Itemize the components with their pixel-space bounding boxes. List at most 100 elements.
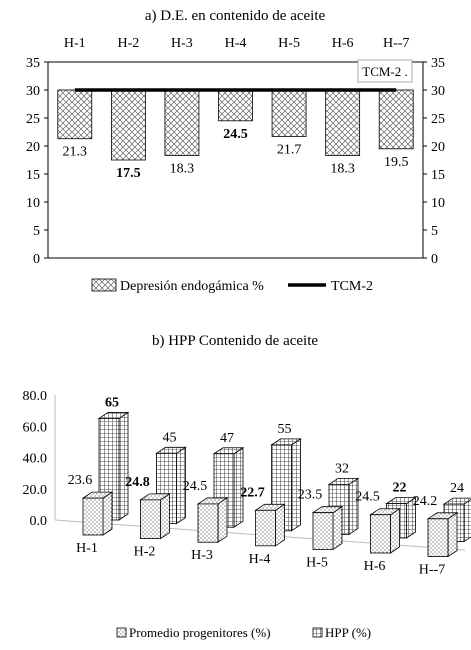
chart-a-value-labels: 21.3 17.5 18.3 24.5 21.7 18.3 19.5 — [63, 127, 409, 181]
bar-promedio-side — [102, 491, 113, 536]
bar-promedio-label: 24.8 — [125, 475, 150, 490]
bar-promedio-label: 24.5 — [183, 479, 208, 494]
bar-promedio-front — [312, 512, 334, 550]
category-label: H--7 — [419, 563, 445, 578]
chart-b-y-ticks: 0.0 20.0 40.0 60.0 80.0 — [23, 389, 48, 529]
legend-label-tcm2: TCM-2 — [331, 279, 373, 294]
y-tick-label: 60.0 — [23, 420, 48, 435]
y-tick-label-right: 5 — [431, 224, 438, 239]
y-tick-label-right: 0 — [431, 252, 438, 267]
chart-a-title: a) D.E. en contenido de aceite — [145, 8, 326, 24]
category-label: H-6 — [364, 559, 386, 574]
y-tick-label: 40.0 — [23, 452, 48, 467]
bar-hpp-label: 32 — [335, 461, 349, 476]
bar-value-label: 21.7 — [277, 142, 302, 157]
bar-promedio — [369, 507, 401, 554]
bar-promedio — [426, 512, 459, 558]
bar-value-label: 17.5 — [116, 166, 141, 181]
bar-promedio — [196, 497, 229, 543]
bar-depresion — [325, 89, 361, 156]
bar-depresion — [271, 89, 307, 137]
chart-a-y-axis-right: 0 5 10 15 20 25 30 35 — [423, 56, 445, 267]
bar-value-label: 18.3 — [170, 162, 195, 177]
bar-promedio-side — [447, 512, 458, 558]
y-tick-label: 0.0 — [30, 514, 48, 529]
category-label: H-4 — [225, 36, 247, 51]
tcm2-annotation-text: TCM-2 . — [362, 64, 408, 79]
y-tick-label-left: 5 — [33, 224, 40, 239]
y-tick-label-right: 30 — [431, 84, 445, 99]
bar-value-label: 24.5 — [223, 127, 248, 142]
bar-hpp-side — [118, 411, 129, 521]
category-label: H-5 — [278, 36, 300, 51]
bar-value-label: 19.5 — [384, 155, 409, 170]
y-tick-label-right: 15 — [431, 168, 445, 183]
chart-b-bars: 65 23.6 45 24.8 47 24.5 55 22.7 32 23.5 22 24.5 24 24… — [68, 395, 471, 558]
bar-promedio-front — [370, 514, 391, 554]
bar-promedio-front — [197, 503, 219, 543]
legend-label-depresion: Depresión endogámica % — [120, 279, 264, 294]
y-tick-label-left: 30 — [26, 84, 40, 99]
chart-a-plot-frame — [47, 61, 424, 259]
bar-value-label: 21.3 — [63, 145, 88, 160]
legend-swatch-promedio — [116, 627, 127, 638]
bar-promedio-side — [275, 503, 285, 547]
bar-hpp-label: 55 — [278, 422, 292, 437]
chart-b-x-axis: H-1 H-2 H-3 H-4 H-5 H-6 H--7 — [76, 541, 445, 578]
bar-promedio-label: 24.2 — [413, 494, 438, 509]
bar-promedio-label: 24.5 — [355, 490, 380, 505]
bar-hpp-label: 47 — [220, 431, 234, 446]
bar-hpp-label: 22 — [393, 481, 407, 496]
bar-hpp-side — [291, 438, 301, 532]
bar-promedio-front — [255, 509, 276, 547]
category-label: H--7 — [383, 36, 409, 51]
category-label: H-1 — [64, 36, 86, 51]
y-tick-label-right: 25 — [431, 112, 445, 127]
bar-promedio-label: 22.7 — [240, 485, 265, 500]
category-label: H-5 — [306, 555, 328, 570]
category-label: H-2 — [134, 545, 156, 560]
legend-label-promedio: Promedio progenitores (%) — [129, 625, 271, 640]
y-tick-label-left: 35 — [26, 56, 40, 71]
bar-value-label: 18.3 — [330, 162, 355, 177]
bar-promedio — [254, 503, 286, 547]
bar-hpp-label: 45 — [163, 430, 177, 445]
bar-hpp-label: 65 — [105, 395, 119, 410]
y-tick-label-right: 10 — [431, 196, 445, 211]
bar-hpp-side — [348, 477, 359, 536]
bar-depresion — [218, 89, 253, 122]
category-label: H-3 — [191, 548, 213, 563]
bar-hpp — [97, 411, 130, 521]
category-label: H-6 — [332, 36, 354, 51]
bar-promedio-front — [427, 518, 449, 558]
chart-a-x-axis: H-1 H-2 H-3 H-4 H-5 H-6 H--7 — [64, 36, 410, 51]
category-label: H-4 — [249, 552, 271, 567]
y-tick-label-left: 10 — [26, 196, 40, 211]
y-tick-label-left: 15 — [26, 168, 40, 183]
bar-promedio-front — [140, 499, 161, 540]
y-tick-label-left: 20 — [26, 140, 40, 155]
y-tick-label-right: 20 — [431, 140, 445, 155]
y-tick-label-left: 0 — [33, 252, 40, 267]
tcm2-annotation: TCM-2 . — [357, 59, 413, 83]
bar-promedio-side — [217, 497, 228, 543]
category-label: H-1 — [76, 541, 98, 556]
bar-promedio — [311, 505, 344, 551]
bar-promedio-side — [332, 505, 343, 551]
legend-swatch-hpp — [312, 627, 323, 638]
bar-promedio-side — [160, 493, 170, 540]
chart-a-bars — [57, 89, 414, 161]
bar-promedio — [81, 491, 114, 536]
bar-promedio-label: 23.6 — [68, 473, 93, 488]
bar-promedio-side — [390, 507, 400, 554]
category-label: H-3 — [171, 36, 193, 51]
y-tick-label: 20.0 — [23, 483, 48, 498]
bar-depresion — [378, 89, 414, 150]
bar-promedio-label: 23.5 — [298, 488, 323, 503]
bar-depresion — [110, 89, 146, 161]
bar-depresion — [57, 89, 93, 140]
chart-a-legend: Depresión endogámica % TCM-2 — [91, 278, 373, 294]
legend-swatch-depresion — [91, 278, 117, 292]
bar-promedio — [139, 493, 171, 540]
y-tick-label-right: 35 — [431, 56, 445, 71]
